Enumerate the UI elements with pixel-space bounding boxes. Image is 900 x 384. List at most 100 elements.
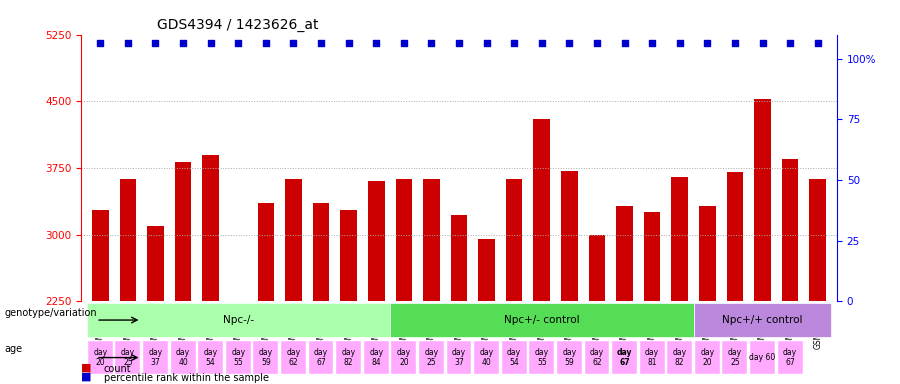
Bar <box>285 179 302 301</box>
Bar <box>644 212 661 301</box>
Bar <box>782 159 798 301</box>
Text: day
37: day 37 <box>452 348 466 367</box>
FancyBboxPatch shape <box>392 341 416 374</box>
Text: day
55: day 55 <box>535 348 549 367</box>
Point <box>286 40 301 46</box>
Bar <box>589 235 605 301</box>
Text: day
67: day 67 <box>616 348 633 367</box>
Point <box>783 40 797 46</box>
Bar <box>534 119 550 301</box>
Point <box>369 40 383 46</box>
Point <box>93 40 107 46</box>
Text: ■: ■ <box>81 362 92 372</box>
Bar <box>368 181 384 301</box>
Point <box>258 40 273 46</box>
Point <box>755 40 770 46</box>
Bar <box>506 179 523 301</box>
FancyBboxPatch shape <box>557 341 581 374</box>
Point <box>811 40 825 46</box>
FancyBboxPatch shape <box>612 341 637 374</box>
Text: percentile rank within the sample: percentile rank within the sample <box>104 373 268 383</box>
Text: day 60: day 60 <box>750 353 776 362</box>
FancyBboxPatch shape <box>723 341 747 374</box>
Bar <box>395 179 412 301</box>
Bar <box>148 226 164 301</box>
Text: age: age <box>4 344 22 354</box>
FancyBboxPatch shape <box>419 341 444 374</box>
Bar <box>313 204 329 301</box>
Text: day
54: day 54 <box>203 348 218 367</box>
FancyBboxPatch shape <box>198 341 223 374</box>
FancyBboxPatch shape <box>584 341 609 374</box>
Text: ■: ■ <box>81 372 92 382</box>
Text: day
82: day 82 <box>342 348 356 367</box>
Text: day
84: day 84 <box>369 348 383 367</box>
Text: genotype/variation: genotype/variation <box>4 308 97 318</box>
Point <box>148 40 163 46</box>
Text: count: count <box>104 364 131 374</box>
FancyBboxPatch shape <box>309 341 334 374</box>
Text: Npc-/-: Npc-/- <box>222 315 254 325</box>
FancyBboxPatch shape <box>474 341 499 374</box>
FancyBboxPatch shape <box>86 303 390 337</box>
Text: day
20: day 20 <box>94 348 107 367</box>
Text: day
40: day 40 <box>176 348 190 367</box>
FancyBboxPatch shape <box>390 303 694 337</box>
Bar <box>92 210 109 301</box>
FancyBboxPatch shape <box>143 341 168 374</box>
Text: day
20: day 20 <box>700 348 715 367</box>
Text: Npc+/+ control: Npc+/+ control <box>723 315 803 325</box>
Text: day
82: day 82 <box>672 348 687 367</box>
Point <box>397 40 411 46</box>
FancyBboxPatch shape <box>254 341 278 374</box>
Point <box>645 40 660 46</box>
Bar <box>423 179 440 301</box>
FancyBboxPatch shape <box>115 341 140 374</box>
FancyBboxPatch shape <box>750 341 775 374</box>
Point <box>728 40 742 46</box>
Text: day
55: day 55 <box>231 348 246 367</box>
Text: day
20: day 20 <box>397 348 411 367</box>
Point <box>617 40 632 46</box>
Bar <box>451 215 467 301</box>
Bar <box>340 210 357 301</box>
Point <box>176 40 190 46</box>
Text: day
54: day 54 <box>507 348 521 367</box>
Text: day
37: day 37 <box>148 348 163 367</box>
Bar <box>726 172 743 301</box>
Bar <box>257 204 274 301</box>
FancyBboxPatch shape <box>281 341 306 374</box>
FancyBboxPatch shape <box>667 341 692 374</box>
Bar <box>809 179 826 301</box>
Point <box>314 40 328 46</box>
FancyBboxPatch shape <box>446 341 472 374</box>
FancyBboxPatch shape <box>364 341 389 374</box>
FancyBboxPatch shape <box>171 341 195 374</box>
Bar <box>478 239 495 301</box>
Text: day
59: day 59 <box>259 348 273 367</box>
Text: day
40: day 40 <box>480 348 494 367</box>
FancyBboxPatch shape <box>695 341 720 374</box>
Bar <box>120 179 136 301</box>
Point <box>590 40 604 46</box>
Point <box>424 40 438 46</box>
FancyBboxPatch shape <box>529 341 554 374</box>
Bar <box>671 177 688 301</box>
Text: day
67: day 67 <box>314 348 328 367</box>
Point <box>672 40 687 46</box>
Bar <box>175 162 192 301</box>
Bar <box>202 155 219 301</box>
FancyBboxPatch shape <box>694 303 832 337</box>
Text: day
62: day 62 <box>590 348 604 367</box>
Point <box>121 40 135 46</box>
FancyBboxPatch shape <box>88 341 112 374</box>
Bar <box>561 170 578 301</box>
Point <box>535 40 549 46</box>
Text: day
62: day 62 <box>286 348 301 367</box>
Text: day
25: day 25 <box>121 348 135 367</box>
Point <box>452 40 466 46</box>
Point <box>203 40 218 46</box>
Bar <box>699 206 716 301</box>
FancyBboxPatch shape <box>778 341 803 374</box>
Text: day
67: day 67 <box>783 348 797 367</box>
